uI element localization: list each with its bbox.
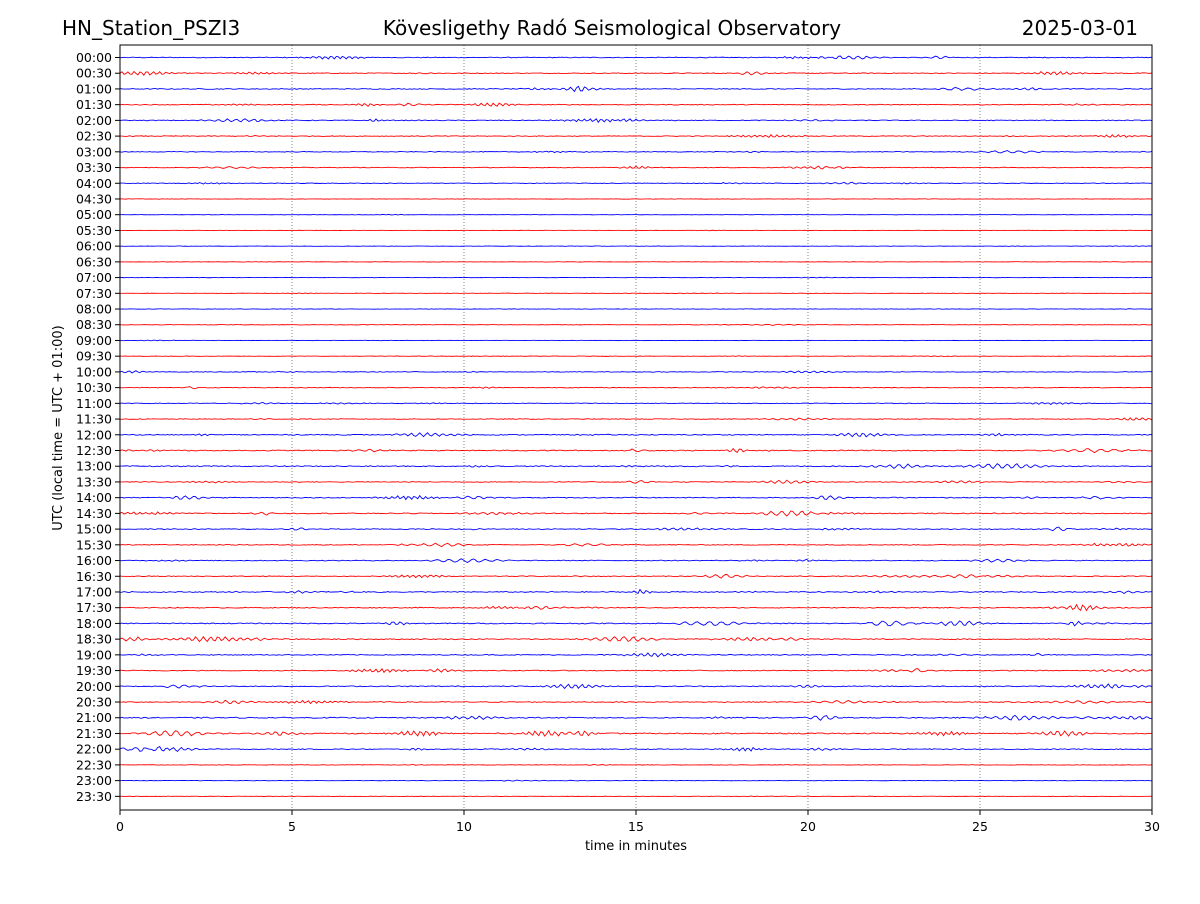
trace-1830 <box>120 637 1152 642</box>
y-tick-label: 22:00 <box>76 742 112 757</box>
trace-0230 <box>120 135 1152 138</box>
y-tick-label: 09:30 <box>76 349 112 364</box>
y-tick-label: 08:30 <box>76 317 112 332</box>
trace-0730 <box>120 293 1152 294</box>
date-title: 2025-03-01 <box>1022 16 1138 40</box>
x-tick-labels: 0 5 10 15 20 25 30 <box>116 810 1160 834</box>
y-tick-label: 19:00 <box>76 647 112 662</box>
y-tick-label: 14:00 <box>76 490 112 505</box>
trace-1430 <box>120 511 1152 516</box>
y-tick-label: 14:30 <box>76 506 112 521</box>
trace-0600 <box>120 246 1152 247</box>
y-tick-label: 15:30 <box>76 537 112 552</box>
trace-0700 <box>120 277 1152 278</box>
trace-2230 <box>120 764 1152 765</box>
y-tick-label: 06:00 <box>76 239 112 254</box>
y-tick-label: 16:30 <box>76 569 112 584</box>
y-tick-label: 13:00 <box>76 459 112 474</box>
y-tick-label: 11:00 <box>76 396 112 411</box>
station-title: HN_Station_PSZI3 <box>62 16 240 40</box>
y-tick-label: 17:30 <box>76 600 112 615</box>
y-tick-label: 12:30 <box>76 443 112 458</box>
y-tick-label: 08:00 <box>76 302 112 317</box>
trace-1200 <box>120 433 1152 437</box>
y-tick-label: 10:00 <box>76 364 112 379</box>
x-tick-label: 30 <box>1144 819 1160 834</box>
y-tick-label: 03:30 <box>76 160 112 175</box>
y-tick-label: 04:30 <box>76 191 112 206</box>
trace-0400 <box>120 182 1152 184</box>
y-tick-label: 04:00 <box>76 176 112 191</box>
observatory-title: Kövesligethy Radó Seismological Observat… <box>383 16 841 40</box>
x-axis-label: time in minutes <box>585 839 687 854</box>
y-tick-label: 17:00 <box>76 584 112 599</box>
y-tick-label: 03:00 <box>76 144 112 159</box>
trace-1630 <box>120 575 1152 579</box>
y-tick-label: 10:30 <box>76 380 112 395</box>
y-tick-label: 01:30 <box>76 97 112 112</box>
y-tick-label: 07:00 <box>76 270 112 285</box>
x-tick-label: 5 <box>288 819 296 834</box>
x-tick-label: 0 <box>116 819 124 834</box>
y-tick-label: 00:30 <box>76 66 112 81</box>
y-tick-label: 19:30 <box>76 663 112 678</box>
trace-1300 <box>120 464 1152 469</box>
y-tick-labels: 00:0000:3001:0001:3002:0002:3003:0003:30… <box>76 50 120 804</box>
y-tick-label: 21:00 <box>76 710 112 725</box>
trace-0900 <box>120 340 1152 341</box>
y-tick-label: 12:00 <box>76 427 112 442</box>
x-tick-label: 10 <box>456 819 472 834</box>
y-tick-label: 06:30 <box>76 254 112 269</box>
trace-1900 <box>120 653 1152 657</box>
y-tick-label: 23:30 <box>76 789 112 804</box>
y-axis-label: UTC (local time = UTC + 01:00) <box>51 325 66 530</box>
y-tick-label: 15:00 <box>76 522 112 537</box>
grid-lines <box>292 45 980 810</box>
trace-2100 <box>120 715 1152 720</box>
trace-1130 <box>120 418 1152 420</box>
trace-0500 <box>120 214 1152 215</box>
trace-0830 <box>120 324 1152 325</box>
x-tick-label: 25 <box>972 819 988 834</box>
trace-1000 <box>120 371 1152 373</box>
y-tick-label: 11:30 <box>76 412 112 427</box>
y-tick-label: 07:30 <box>76 286 112 301</box>
trace-0800 <box>120 309 1152 310</box>
x-tick-label: 15 <box>628 819 644 834</box>
trace-0000 <box>120 56 1152 59</box>
y-tick-label: 23:00 <box>76 773 112 788</box>
y-tick-label: 05:00 <box>76 207 112 222</box>
trace-0530 <box>120 230 1152 231</box>
y-tick-label: 13:30 <box>76 474 112 489</box>
y-tick-label: 20:30 <box>76 695 112 710</box>
y-tick-label: 20:00 <box>76 679 112 694</box>
x-tick-label: 20 <box>800 819 816 834</box>
trace-2330 <box>120 796 1152 797</box>
y-tick-label: 22:30 <box>76 757 112 772</box>
y-tick-label: 09:00 <box>76 333 112 348</box>
trace-0930 <box>120 356 1152 357</box>
y-tick-label: 05:30 <box>76 223 112 238</box>
y-tick-label: 21:30 <box>76 726 112 741</box>
y-tick-label: 01:00 <box>76 81 112 96</box>
y-tick-label: 02:30 <box>76 129 112 144</box>
y-tick-label: 18:00 <box>76 616 112 631</box>
y-tick-label: 18:30 <box>76 632 112 647</box>
y-tick-label: 00:00 <box>76 50 112 65</box>
trace-1030 <box>120 387 1152 389</box>
trace-2030 <box>120 700 1152 703</box>
y-tick-label: 16:00 <box>76 553 112 568</box>
y-tick-label: 02:00 <box>76 113 112 128</box>
